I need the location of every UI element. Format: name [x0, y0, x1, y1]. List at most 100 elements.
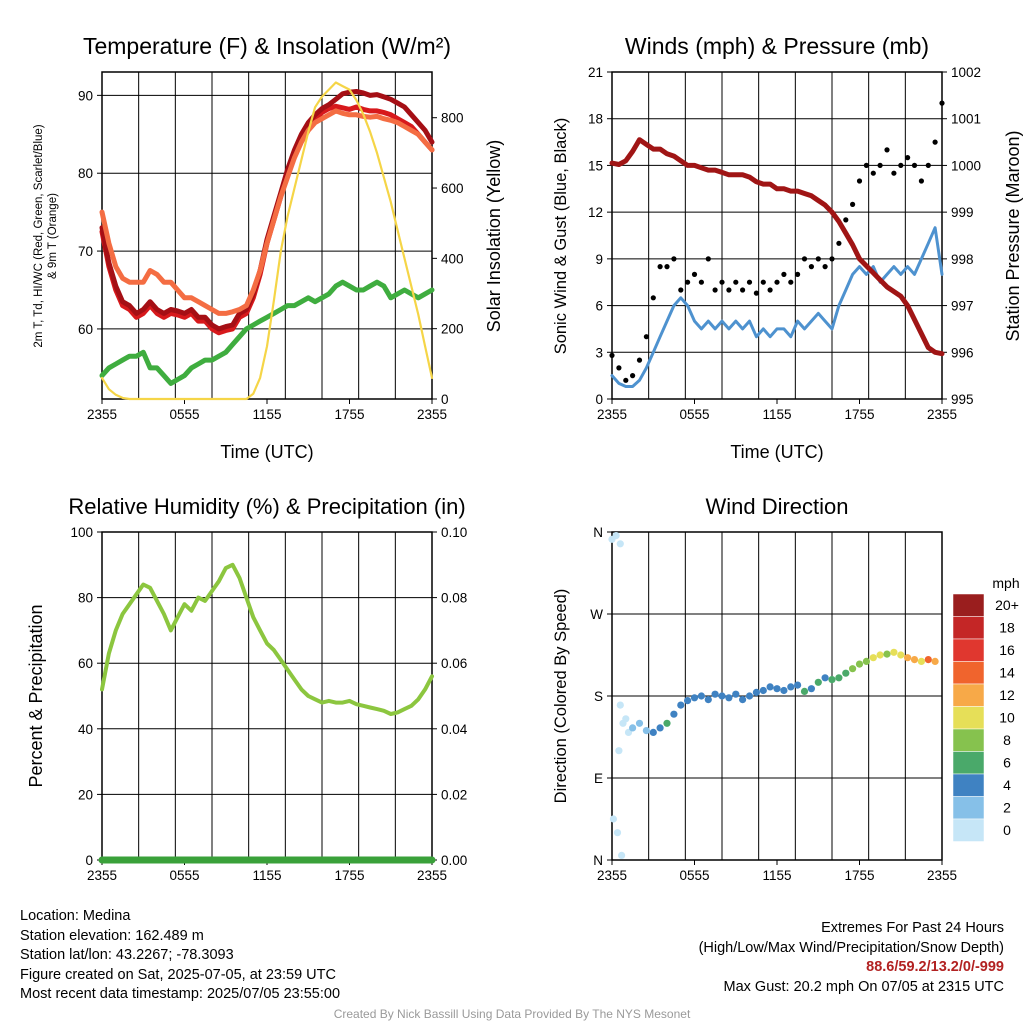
direction-point	[876, 651, 884, 659]
y-right-tick-label: 1002	[951, 65, 981, 80]
y-tick-label: N	[593, 525, 603, 540]
x-tick-label: 2355	[597, 407, 627, 422]
colorbar-swatch	[952, 818, 985, 842]
direction-point	[773, 685, 781, 693]
y-tick-label: E	[594, 771, 603, 786]
y-axis-label-left: Percent & Precipitation	[26, 604, 46, 787]
direction-point	[670, 710, 678, 718]
direction-point	[766, 683, 774, 691]
y-tick-label: 80	[78, 166, 93, 181]
y-right-tick-label: 0	[441, 392, 449, 407]
y-tick-label: 60	[78, 322, 93, 337]
gust-point	[925, 162, 931, 168]
gust-point	[664, 264, 670, 270]
y-tick-label: 80	[78, 591, 93, 606]
colorbar-label: 12	[999, 687, 1015, 703]
direction-point	[904, 654, 912, 662]
station-info: Location: Medina Station elevation: 162.…	[20, 907, 340, 1005]
direction-point	[612, 532, 620, 540]
gust-point	[822, 264, 828, 270]
y-tick-label: 70	[78, 244, 93, 259]
colorbar-label: 20+	[995, 597, 1019, 613]
y-right-tick-label: 400	[441, 251, 464, 266]
colorbar-label: 16	[999, 642, 1015, 658]
y-right-tick-label: 0.08	[441, 591, 467, 606]
y-right-tick-label: 200	[441, 322, 464, 337]
humidity-line	[100, 562, 434, 716]
created-text: Figure created on Sat, 2025-07-05, at 23…	[20, 966, 336, 983]
gust-point	[705, 256, 711, 262]
gust-point	[712, 287, 718, 293]
direction-point	[862, 657, 871, 666]
y-axis-label-right: Solar Insolation (Yellow)	[484, 140, 504, 332]
direction-point	[677, 701, 685, 709]
direction-point	[842, 669, 850, 677]
y-tick-label: W	[590, 607, 603, 622]
y-axis-label-left-2: & 9m T (Orange)	[47, 193, 59, 279]
direction-point	[690, 694, 699, 702]
colorbar-swatch	[952, 638, 985, 662]
direction-point	[616, 701, 624, 709]
x-tick-label: 0555	[679, 407, 709, 422]
heat-index-line	[99, 89, 435, 332]
colorbar-label: 0	[1003, 822, 1011, 838]
panel-winds: 2355 0555 1155 1755 235503691215182199599699…	[552, 33, 1023, 462]
gust-point	[609, 352, 615, 358]
gust-point	[863, 162, 870, 168]
direction-point	[745, 692, 754, 700]
chart-title: Wind Direction	[705, 494, 848, 519]
gust-point	[753, 290, 760, 296]
gust-point	[898, 162, 904, 168]
gust-point	[678, 287, 684, 293]
x-tick-label: 2355	[87, 407, 117, 422]
gust-point	[650, 295, 656, 301]
gust-point	[856, 178, 863, 184]
direction-point	[718, 692, 726, 700]
direction-point	[642, 727, 651, 735]
direction-point	[759, 686, 767, 695]
x-tick-label: 2355	[927, 407, 957, 422]
insolation-line	[100, 81, 434, 401]
gust-point	[671, 256, 677, 262]
colorbar-swatch	[952, 773, 985, 797]
gust-point	[740, 287, 746, 293]
x-tick-label: 0555	[169, 407, 199, 422]
direction-point	[629, 724, 637, 732]
gust-point	[698, 279, 705, 285]
y-tick-label: 9	[595, 252, 603, 267]
plot-frame	[101, 531, 433, 861]
direction-point	[883, 650, 891, 658]
gust-point	[843, 217, 849, 223]
y-tick-label: 20	[78, 787, 93, 802]
colorbar-label: 4	[1003, 777, 1011, 793]
chart-title: Temperature (F) & Insolation (W/m²)	[83, 33, 451, 59]
gust-point	[918, 178, 925, 184]
gust-point	[884, 147, 890, 153]
direction-point	[828, 676, 836, 684]
y-right-tick-label: 998	[951, 252, 974, 267]
elevation-text: Station elevation: 162.489 m	[20, 927, 204, 944]
gust-point	[691, 271, 698, 277]
direction-point	[635, 719, 644, 727]
y-right-tick-label: 995	[951, 392, 974, 407]
direction-point	[835, 674, 843, 682]
extremes-info: Extremes For Past 24 Hours (High/Low/Max…	[699, 919, 1004, 997]
direction-point	[897, 651, 905, 659]
gust-point	[630, 373, 636, 379]
gust-point	[932, 139, 938, 145]
direction-point	[855, 660, 864, 668]
panel-humidity: 2355 0555 1155 1755 23550204060801000.000.02…	[26, 494, 468, 883]
temperature-9m-line	[99, 108, 435, 316]
direction-point	[704, 696, 712, 704]
direction-point	[821, 674, 829, 682]
direction-point	[649, 728, 657, 737]
gust-point	[801, 256, 808, 262]
direction-point	[780, 686, 788, 695]
gust-point	[781, 271, 787, 277]
y-right-tick-label: 0.02	[441, 787, 467, 802]
direction-point	[615, 747, 623, 755]
y-right-tick-label: 0.10	[441, 525, 467, 540]
direction-point	[613, 829, 622, 837]
direction-point	[622, 715, 630, 723]
